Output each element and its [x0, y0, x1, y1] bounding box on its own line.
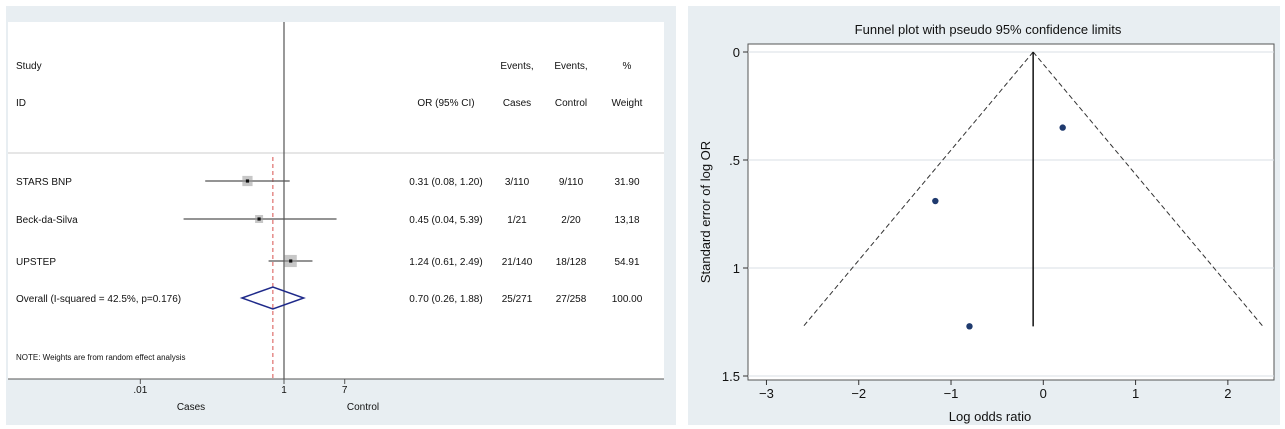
study-weight: 13,18 — [614, 215, 639, 226]
funnel-point — [1059, 124, 1066, 131]
forest-x-tick-label: 7 — [342, 385, 348, 396]
study-weight: 54.91 — [614, 257, 639, 268]
overall-label: Overall (I-squared = 42.5%, p=0.176) — [16, 294, 181, 305]
funnel-x-tick-label: 2 — [1224, 386, 1231, 401]
study-or-ci: 0.31 (0.08, 1.20) — [409, 177, 482, 188]
forest-x-tick-label: .01 — [133, 385, 147, 396]
x-label-cases: Cases — [177, 402, 205, 413]
study-or-ci: 1.24 (0.61, 2.49) — [409, 257, 482, 268]
funnel-y-tick-label: 1 — [733, 261, 740, 276]
study-point — [257, 217, 261, 221]
funnel-y-label: Standard error of log OR — [698, 141, 713, 283]
funnel-x-label: Log odds ratio — [949, 409, 1031, 424]
funnel-plot: Funnel plot with pseudo 95% confidence l… — [698, 22, 1275, 424]
funnel-point — [966, 323, 973, 330]
funnel-x-tick-label: −1 — [944, 386, 959, 401]
header-events-control-1: Events, — [554, 61, 587, 72]
study-events-control: 2/20 — [561, 215, 581, 226]
overall-or-ci: 0.70 (0.26, 1.88) — [409, 294, 482, 305]
overall-events-control: 27/258 — [556, 294, 587, 305]
header-id: ID — [16, 98, 26, 109]
funnel-x-tick-label: 0 — [1040, 386, 1047, 401]
study-events-cases: 1/21 — [507, 215, 527, 226]
forest-plot-area — [8, 22, 664, 379]
study-point — [289, 259, 293, 263]
funnel-point — [932, 197, 939, 205]
header-study: Study — [16, 61, 42, 72]
study-events-cases: 3/110 — [505, 177, 530, 188]
funnel-y-tick-label: 1.5 — [722, 369, 740, 384]
funnel-ci-left — [803, 51, 1034, 327]
funnel-ci-right — [1032, 51, 1264, 327]
study-point — [245, 179, 250, 183]
funnel-marks: 0 .5 1 1.5 −3 −2 −1 0 1 2 — [722, 45, 1274, 401]
forest-note: NOTE: Weights are from random effect ana… — [16, 353, 186, 362]
funnel-x-tick-label: −3 — [759, 386, 774, 401]
forest-plot-panel: Study ID OR (95% CI) Events, Cases Event… — [6, 6, 676, 425]
overall-diamond — [239, 286, 306, 310]
study-weight: 31.90 — [614, 177, 639, 188]
study-events-control: 18/128 — [556, 257, 587, 268]
x-label-control: Control — [347, 402, 379, 413]
study-name: Beck-da-Silva — [16, 215, 78, 226]
funnel-y-tick-label: .5 — [729, 153, 740, 168]
forest-plot: Study ID OR (95% CI) Events, Cases Event… — [8, 22, 664, 413]
header-weight-1: % — [623, 61, 632, 72]
overall-events-cases: 25/271 — [502, 294, 533, 305]
forest-rows: STARS BNP 0.31 (0.08, 1.20) 3/110 9/110 31.9… — [16, 22, 643, 396]
funnel-title: Funnel plot with pseudo 95% confidence l… — [855, 22, 1122, 37]
header-weight-2: Weight — [612, 98, 643, 109]
header-events-cases-1: Events, — [500, 61, 533, 72]
study-name: UPSTEP — [16, 257, 56, 268]
study-events-control: 9/110 — [559, 177, 584, 188]
header-or: OR (95% CI) — [417, 98, 474, 109]
funnel-y-tick-label: 0 — [733, 45, 740, 60]
funnel-plot-panel: Funnel plot with pseudo 95% confidence l… — [688, 6, 1280, 425]
header-events-cases-2: Cases — [503, 98, 531, 109]
forest-x-tick-label: 1 — [281, 385, 287, 396]
study-events-cases: 21/140 — [502, 257, 533, 268]
study-or-ci: 0.45 (0.04, 5.39) — [409, 215, 482, 226]
funnel-x-tick-label: −2 — [851, 386, 866, 401]
overall-weight: 100.00 — [612, 294, 643, 305]
funnel-plot-area — [747, 43, 1275, 381]
header-events-control-2: Control — [555, 98, 587, 109]
study-name: STARS BNP — [16, 177, 72, 188]
funnel-x-tick-label: 1 — [1132, 386, 1139, 401]
